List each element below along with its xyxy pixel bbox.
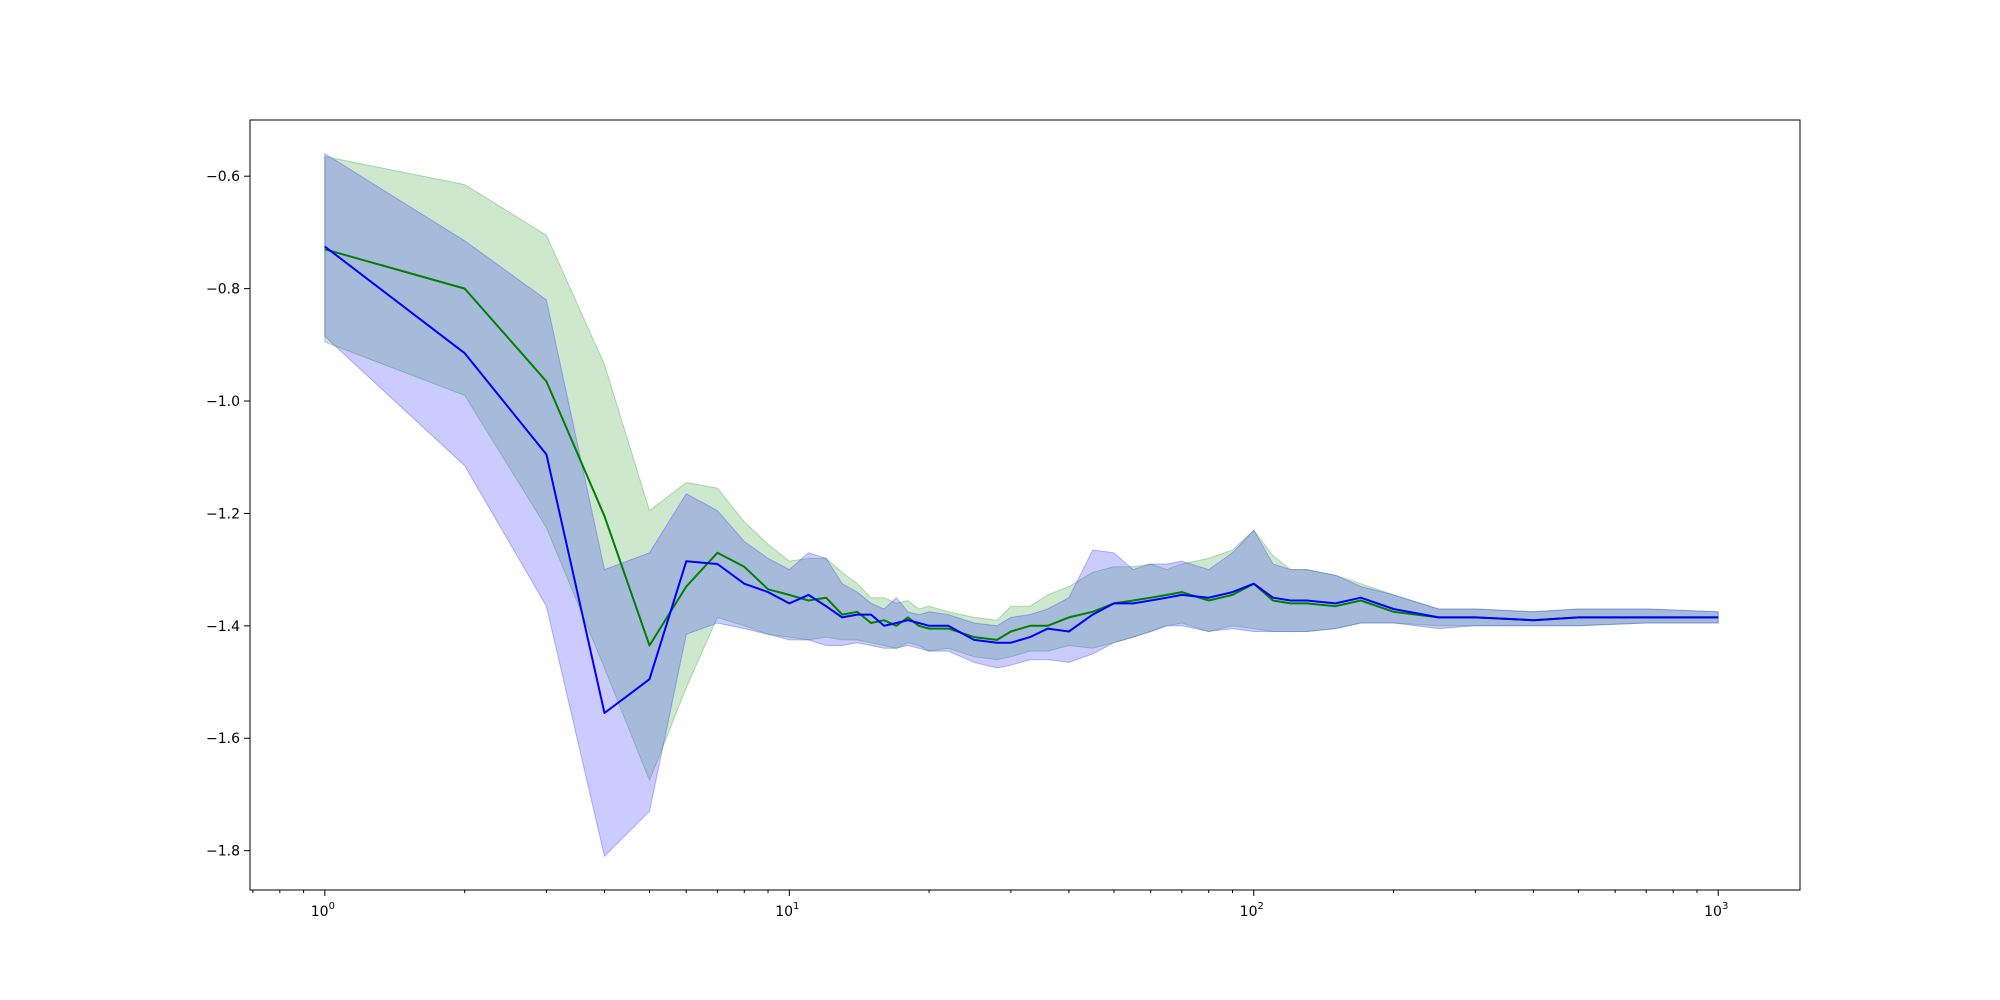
y-axis: −0.6 −0.8 −1.0 −1.2 −1.4 −1.6 −1.8 [206,169,250,860]
series-2-line [324,245,1719,714]
x-tick-exponent: 1 [793,901,799,912]
x-tick-exponent: 3 [1722,901,1728,912]
x-tick-exponent: 0 [329,901,335,912]
axes-frame [249,119,1801,891]
y-tick-label: −1.8 [206,844,240,860]
series-1-line [324,248,1719,647]
series-2-band [324,152,1719,858]
y-tick-label: −0.8 [206,282,240,298]
y-tick-label: −1.2 [206,506,240,522]
plot-area [324,152,1719,858]
y-tick-label: −1.6 [206,731,240,747]
y-tick-label: −0.6 [206,169,240,185]
y-tick-label: −1.4 [206,619,240,635]
series-1-band [324,155,1719,782]
x-tick-exponent: 2 [1257,901,1263,912]
y-tick-label: −1.0 [206,394,240,410]
